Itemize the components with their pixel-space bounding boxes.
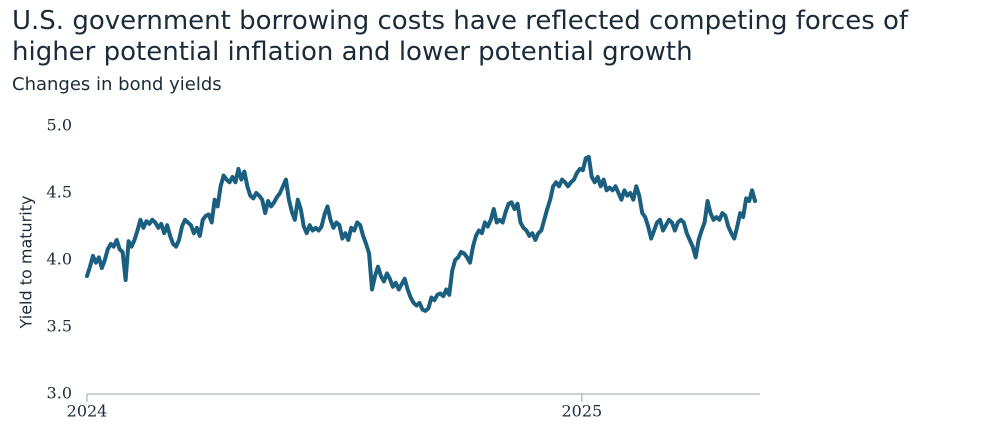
chart-title: U.S. government borrowing costs have ref… <box>12 6 909 67</box>
y-tick-label: 4.5 <box>47 183 72 202</box>
y-axis-label: Yield to maturity <box>17 196 36 330</box>
x-tick-label: 2024 <box>67 402 108 421</box>
y-tick-label: 5.0 <box>47 116 72 135</box>
y-tick-label: 3.5 <box>47 317 72 336</box>
y-tick-label: 3.0 <box>47 384 72 403</box>
chart-subtitle: Changes in bond yields <box>12 74 222 95</box>
line-series <box>85 154 758 313</box>
y-tick-label: 4.0 <box>47 250 72 269</box>
x-tick-label: 2025 <box>561 402 602 421</box>
